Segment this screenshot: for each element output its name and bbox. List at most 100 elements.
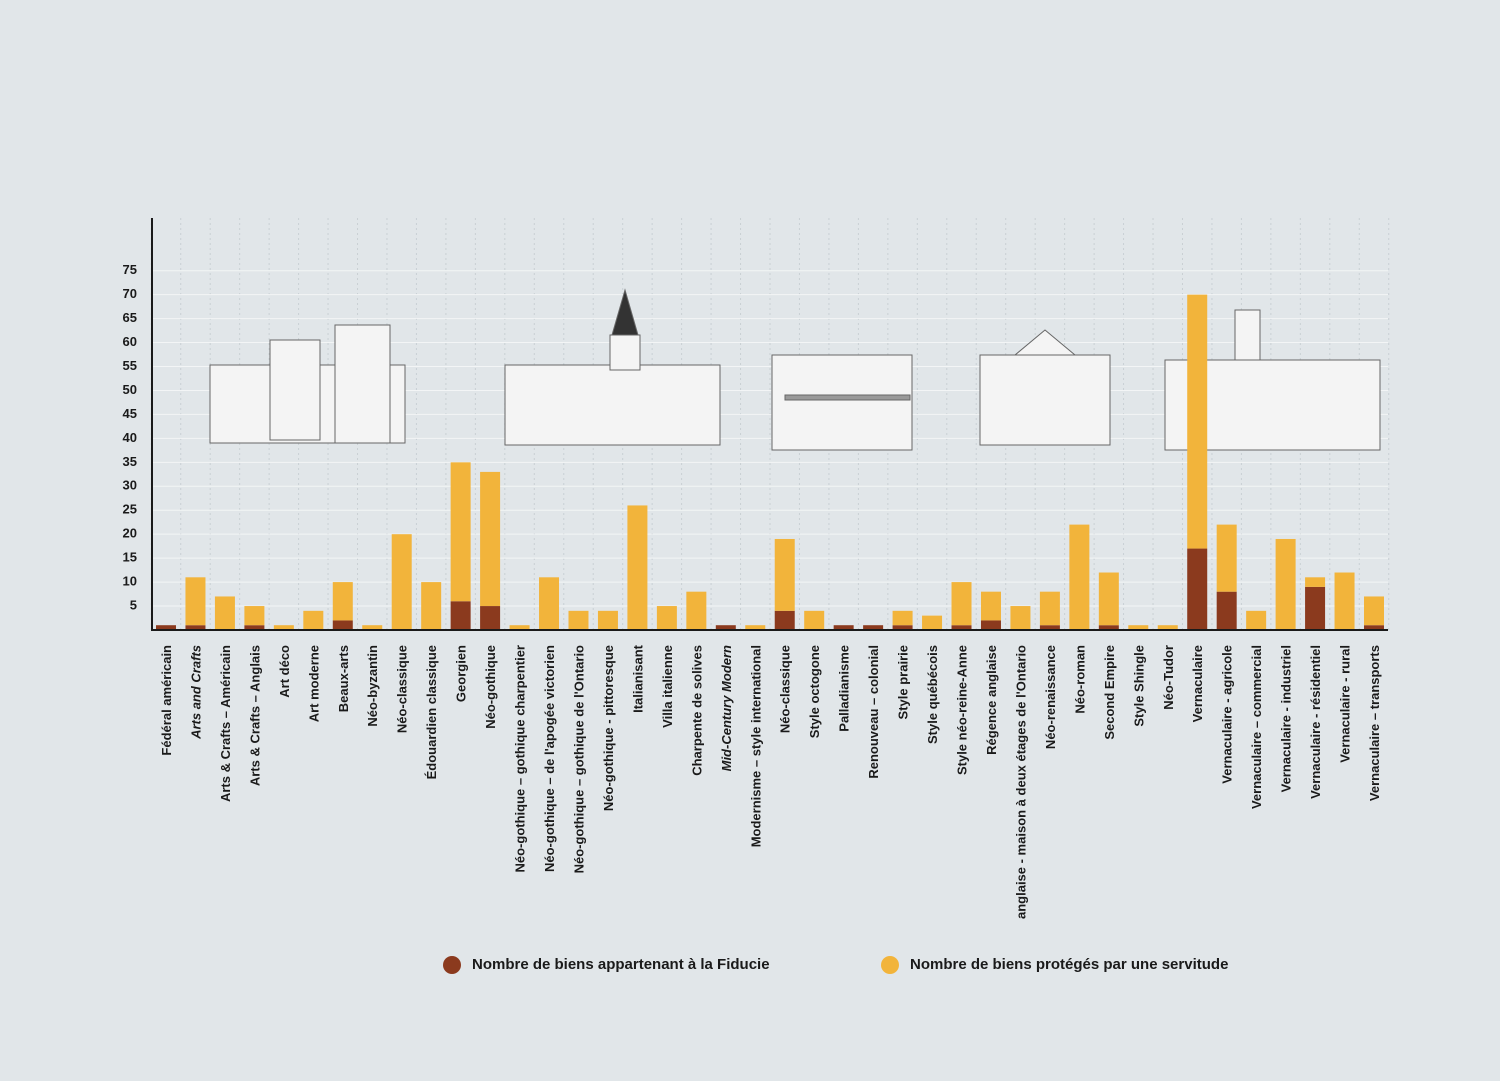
bar-segment [892, 610, 913, 626]
x-tick-label: Style néo-reine-Anne [955, 645, 970, 775]
x-tick-label: Palladianisme [837, 645, 852, 732]
y-tick-label: 75 [123, 262, 137, 277]
bar-segment [774, 538, 795, 611]
x-tick-label: Vernaculaire - rural [1338, 645, 1353, 763]
y-tick-label: 45 [123, 406, 137, 421]
x-tick-label: Vernaculaire – commercial [1249, 645, 1264, 809]
bar-segment [863, 625, 884, 630]
y-tick-label: 55 [123, 358, 137, 373]
x-tick-label: Fédéral américain [159, 645, 174, 756]
y-tick-label: 65 [123, 310, 137, 325]
bar-segment [1305, 577, 1326, 587]
y-tick-label: 50 [123, 382, 137, 397]
bar-segment [833, 625, 854, 630]
bar-segment [892, 625, 913, 630]
bar-segment [774, 610, 795, 630]
x-tick-label: Mid-Century Modern [719, 645, 734, 771]
x-tick-label: Georgien [454, 645, 469, 702]
bar-segment [539, 577, 560, 630]
y-tick-label: 15 [123, 550, 137, 565]
bar-segment [1010, 606, 1031, 630]
bar-segment [745, 625, 766, 630]
bar-segment [1039, 591, 1060, 626]
x-tick-label: Vernaculaire – transports [1367, 645, 1382, 801]
bar-segment [1128, 625, 1149, 630]
bar-segment [980, 620, 1001, 630]
bar-segment [273, 625, 294, 630]
x-tick-label: Second Empire [1102, 645, 1117, 740]
bar-segment [922, 615, 943, 630]
bar-segment [362, 625, 383, 630]
x-tick-label: Renouveau – colonial [866, 645, 881, 779]
x-tick-label: Italianisant [630, 644, 645, 713]
bar-segment [804, 610, 825, 630]
x-tick-label: Beaux-arts [336, 645, 351, 712]
x-tick-label: Édouardien classique [424, 645, 439, 779]
bar-segment [1305, 586, 1326, 630]
y-tick-label: 70 [123, 286, 137, 301]
x-tick-label: Néo-renaissance [1043, 645, 1058, 749]
bar-segment [1187, 548, 1208, 630]
y-tick-label: 10 [123, 574, 137, 589]
bar-segment [597, 610, 618, 630]
bar-segment [1364, 625, 1384, 630]
bar-segment [185, 625, 206, 630]
bar-segment [480, 606, 501, 630]
bars: Fédéral américain Arts and Crafts Arts & C… [156, 294, 1384, 919]
bar-segment [450, 601, 471, 630]
x-tick-label: Charpente de solives [689, 645, 704, 776]
x-tick-label: Néo-classique [395, 645, 410, 733]
bar-segment [980, 591, 1001, 621]
bar-segment [185, 577, 206, 626]
bar-segment [156, 625, 176, 630]
x-tick-label: Arts & Crafts – Anglais [247, 645, 262, 786]
bar-segment [391, 534, 412, 630]
legend: Nombre de biens appartenant à la Fiducie… [443, 956, 1228, 974]
bar-segment [1246, 610, 1267, 630]
bar-segment [244, 625, 265, 630]
x-tick-label: anglaise - maison à deux étages de l'Ont… [1013, 645, 1028, 919]
x-tick-label: Vernaculaire - résidentiel [1308, 645, 1323, 799]
x-tick-label: Néo-gothique – gothique de l'Ontario [571, 645, 586, 873]
y-tick-label: 20 [123, 526, 137, 541]
bar-segment [1275, 538, 1296, 630]
x-tick-label: Style québécois [925, 645, 940, 744]
bar-segment [656, 606, 677, 630]
bar-segment [1334, 572, 1355, 630]
bar-segment [450, 462, 471, 602]
y-tick-label: 30 [123, 478, 137, 493]
bar-segment [1157, 625, 1178, 630]
bar-segment [480, 471, 501, 607]
bar-segment [1187, 294, 1208, 549]
bar-segment [303, 610, 324, 630]
bar-segment [686, 591, 707, 630]
x-tick-label: Néo-gothique - pittoresque [601, 645, 616, 811]
x-tick-label: Art déco [277, 645, 292, 698]
y-tick-label: 5 [130, 597, 137, 612]
x-tick-label: Arts & Crafts – Américain [218, 645, 233, 802]
x-tick-label: Néo-classique [778, 645, 793, 733]
bar-segment [421, 582, 442, 630]
x-tick-label: Vernaculaire [1190, 645, 1205, 722]
bar-segment [214, 596, 235, 630]
legend-marker [881, 956, 899, 974]
x-tick-label: Modernisme – style international [748, 645, 763, 847]
x-tick-label: Néo-byzantin [365, 645, 380, 727]
y-tick-label: 60 [123, 334, 137, 349]
bar-segment [715, 625, 736, 630]
legend-label: Nombre de biens protégés par une servitu… [910, 956, 1228, 973]
x-tick-label: Néo-Tudor [1161, 645, 1176, 710]
bar-segment [951, 582, 972, 626]
x-tick-label: Néo-gothique – de l'apogée victorien [542, 645, 557, 872]
x-tick-label: Néo-gothique – gothique charpentier [513, 645, 528, 873]
x-tick-label: Art moderne [306, 645, 321, 722]
x-tick-label: Style Shingle [1131, 645, 1146, 727]
bar-segment [951, 625, 972, 630]
x-tick-label: Villa italienne [660, 645, 675, 728]
bar-segment [1098, 572, 1119, 626]
x-tick-label: Néo-gothique [483, 645, 498, 729]
y-tick-label: 35 [123, 454, 137, 469]
legend-label: Nombre de biens appartenant à la Fiducie [472, 956, 770, 973]
x-tick-label: Vernaculaire - agricole [1220, 645, 1235, 784]
